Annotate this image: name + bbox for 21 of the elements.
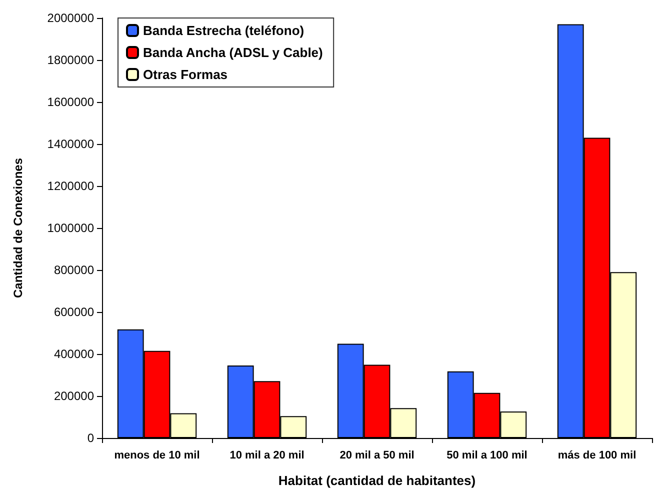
y-tick-label: 800000 [54,263,94,277]
y-tick-label: 1400000 [47,137,94,151]
y-tick-label: 400000 [54,347,94,361]
y-tick-label: 0 [87,431,94,445]
x-tick-label: 10 mil a 20 mil [230,450,304,462]
x-tick-label: menos de 10 mil [114,450,200,462]
legend-label: Banda Estrecha (teléfono) [143,23,304,38]
y-tick-label: 1000000 [47,221,94,235]
x-tick-label: más de 100 mil [558,450,636,462]
y-tick-label: 1800000 [47,53,94,67]
x-tick-label: 50 mil a 100 mil [446,450,528,462]
x-axis-title: Habitat (cantidad de habitantes) [278,473,476,488]
x-tick-label: 20 mil a 50 mil [340,450,414,462]
legend-label: Otras Formas [143,67,228,82]
y-tick-label: 2000000 [47,11,94,25]
y-axis-title: Cantidad de Conexiones [11,158,25,298]
y-tick-label: 600000 [54,305,94,319]
y-tick-label: 1600000 [47,95,94,109]
y-tick-label: 200000 [54,389,94,403]
legend-label: Banda Ancha (ADSL y Cable) [143,45,323,60]
y-tick-label: 1200000 [47,179,94,193]
